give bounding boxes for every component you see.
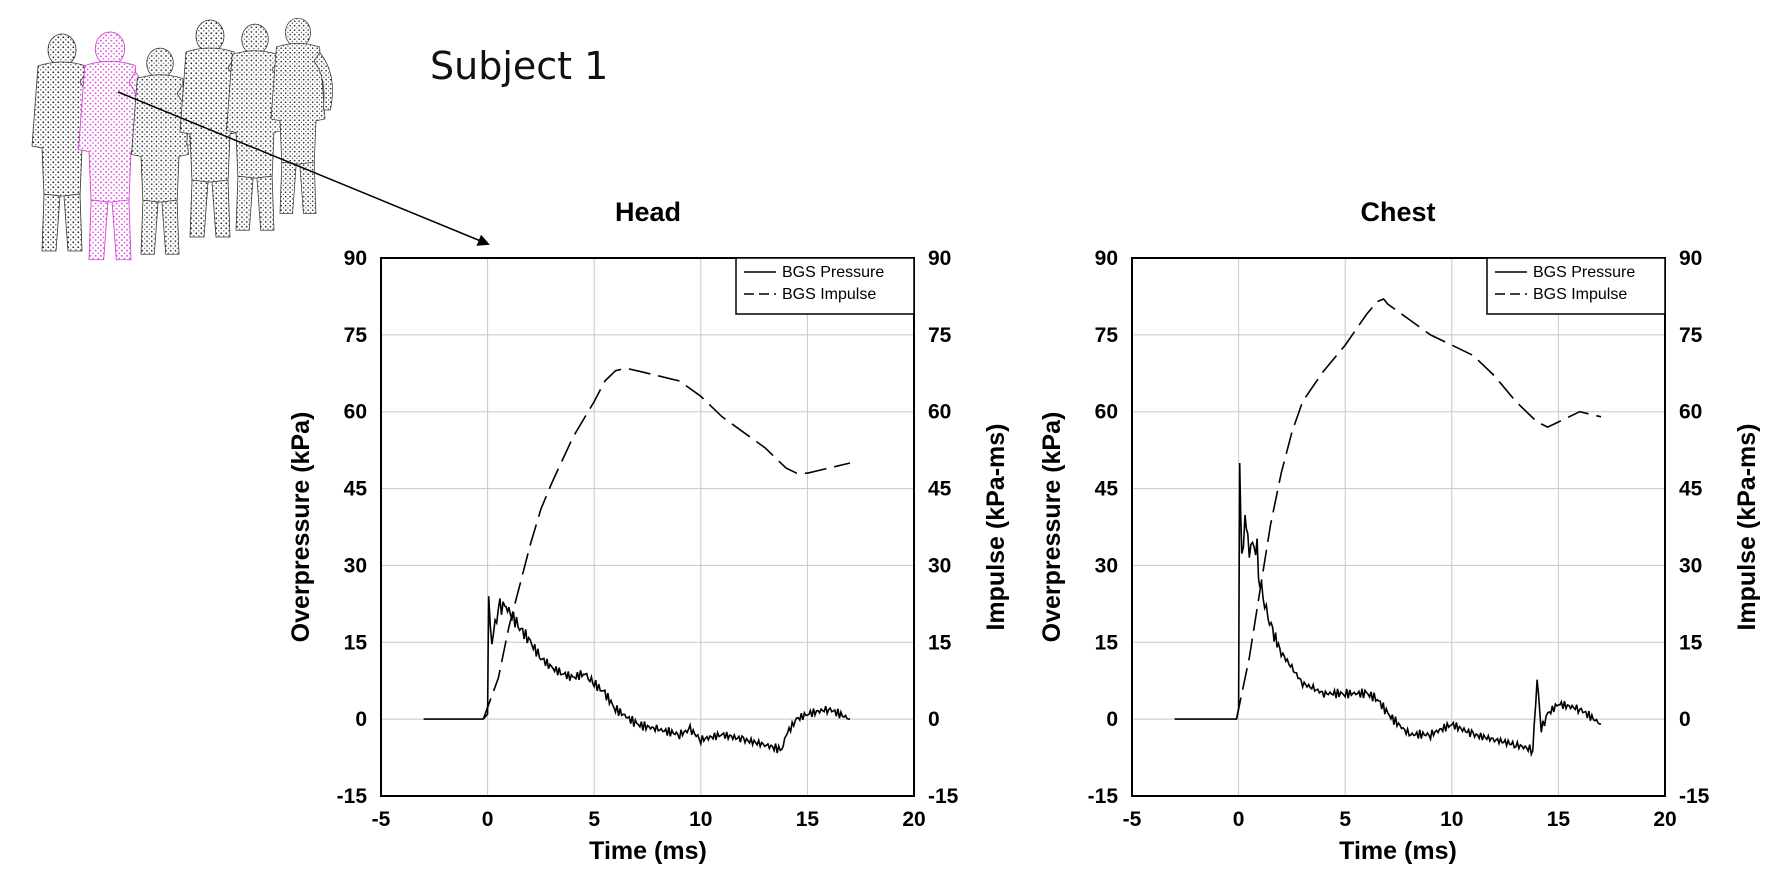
person-leg-left <box>140 199 159 255</box>
y-tick-label: 30 <box>344 554 367 577</box>
legend-entry: BGS Pressure <box>782 264 884 281</box>
x-axis-label: Time (ms) <box>589 837 707 865</box>
x-axis-label: Time (ms) <box>1339 837 1457 865</box>
person-leg-left <box>235 175 254 231</box>
chart-title: Head <box>615 197 681 227</box>
x-tick-label: -5 <box>1123 808 1142 831</box>
person-torso <box>226 50 284 179</box>
pressure-series-line <box>1174 462 1602 758</box>
x-tick-label: 10 <box>689 808 712 831</box>
person-leg-right <box>211 179 231 238</box>
y2-tick-label: 60 <box>1679 401 1702 424</box>
subject-figures-illustration <box>31 17 333 261</box>
y2-tick-label: 45 <box>928 478 952 501</box>
y-tick-label: 75 <box>344 324 368 347</box>
y2-tick-label: -15 <box>1679 785 1710 808</box>
person-head <box>94 31 126 66</box>
x-tick-label: 15 <box>1547 808 1571 831</box>
y-tick-label: 0 <box>355 708 367 731</box>
y2-tick-label: 15 <box>1679 631 1703 654</box>
y-axis-label: Overpressure (kPa) <box>287 412 315 643</box>
y-tick-label: 45 <box>1095 478 1119 501</box>
person-leg-left <box>88 199 109 261</box>
y-tick-label: -15 <box>1088 785 1119 808</box>
pressure-series-line <box>423 596 850 754</box>
y-tick-label: 45 <box>344 478 368 501</box>
person-arm <box>313 51 333 111</box>
y-tick-label: 60 <box>344 401 367 424</box>
person-leg-right <box>256 175 275 231</box>
person-leg-right <box>111 199 132 261</box>
impulse-series-line <box>1235 298 1602 720</box>
x-tick-label: 10 <box>1440 808 1463 831</box>
person-figure <box>179 19 249 238</box>
y-tick-label: 15 <box>344 631 368 654</box>
y2-tick-label: 15 <box>928 631 952 654</box>
person-leg-left <box>41 193 61 252</box>
legend-box <box>1486 257 1666 315</box>
plot-frame <box>1131 257 1666 797</box>
person-head <box>241 23 269 55</box>
y-tick-label: 75 <box>1095 324 1119 347</box>
legend-entry: BGS Pressure <box>1533 264 1635 281</box>
person-figure <box>31 33 101 252</box>
x-tick-label: 5 <box>1339 808 1351 831</box>
y2-tick-label: 75 <box>1679 324 1703 347</box>
person-figure <box>270 17 333 214</box>
y2-axis-label: Impulse (kPa-ms) <box>1733 423 1761 630</box>
person-torso <box>31 61 93 197</box>
plot-frame <box>380 257 915 797</box>
y-tick-label: -15 <box>337 785 368 808</box>
person-leg-left <box>189 179 209 238</box>
person-leg-right <box>299 161 317 214</box>
y2-tick-label: 30 <box>1679 554 1702 577</box>
person-head <box>285 17 311 48</box>
y-tick-label: 90 <box>344 247 367 270</box>
person-leg-right <box>63 193 83 252</box>
x-tick-label: 0 <box>482 808 494 831</box>
y2-tick-label: 75 <box>928 324 952 347</box>
y-tick-label: 90 <box>1095 247 1118 270</box>
person-torso <box>131 74 189 203</box>
y2-axis-label: Impulse (kPa-ms) <box>982 423 1010 630</box>
y2-tick-label: -15 <box>928 785 959 808</box>
x-tick-label: 15 <box>796 808 820 831</box>
person-head <box>146 47 174 79</box>
person-leg-left <box>279 161 297 214</box>
person-leg-right <box>161 199 180 255</box>
y-tick-label: 0 <box>1106 708 1118 731</box>
legend-entry: BGS Impulse <box>782 286 876 303</box>
person-torso <box>179 47 241 183</box>
person-head <box>195 19 225 53</box>
y-tick-label: 15 <box>1095 631 1119 654</box>
person-torso <box>270 43 326 165</box>
impulse-series-line <box>482 367 851 720</box>
legend-entry: BGS Impulse <box>1533 286 1627 303</box>
y2-tick-label: 0 <box>1679 708 1691 731</box>
legend-box <box>735 257 915 315</box>
chart-title: Chest <box>1360 197 1435 227</box>
x-tick-label: -5 <box>372 808 391 831</box>
pointer-arrow <box>117 91 490 246</box>
person-torso <box>78 60 142 203</box>
x-tick-label: 20 <box>902 808 925 831</box>
y-tick-label: 30 <box>1095 554 1118 577</box>
y-tick-label: 60 <box>1095 401 1118 424</box>
x-tick-label: 5 <box>588 808 600 831</box>
y-axis-label: Overpressure (kPa) <box>1038 412 1066 643</box>
subject-title: Subject 1 <box>430 44 609 88</box>
y2-tick-label: 30 <box>928 554 951 577</box>
person-figure <box>78 31 151 261</box>
y2-tick-label: 90 <box>928 247 951 270</box>
y2-tick-label: 60 <box>928 401 951 424</box>
x-tick-label: 20 <box>1653 808 1676 831</box>
y2-tick-label: 90 <box>1679 247 1702 270</box>
y2-tick-label: 45 <box>1679 478 1703 501</box>
person-head <box>47 33 77 67</box>
x-tick-label: 0 <box>1233 808 1245 831</box>
y2-tick-label: 0 <box>928 708 940 731</box>
